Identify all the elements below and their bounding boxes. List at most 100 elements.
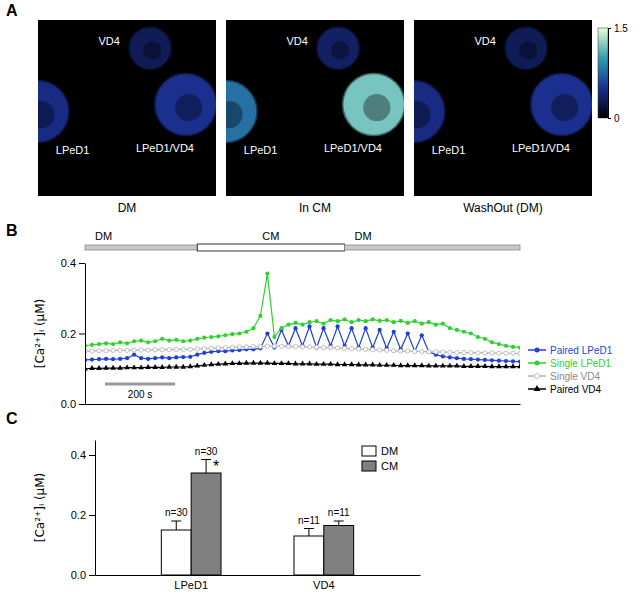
cell-label: VD4 — [475, 35, 496, 47]
cell-nucleus — [331, 41, 349, 59]
legend-entry: CM — [362, 460, 398, 472]
series-marker — [97, 342, 101, 346]
legend-entry: DM — [362, 445, 398, 457]
series-marker — [279, 360, 285, 365]
series-marker — [244, 345, 248, 349]
image-panel: VD4LPeD1LPeD1/VD4 — [384, 20, 592, 196]
series-marker — [265, 271, 269, 275]
series-marker — [483, 337, 487, 341]
series-marker — [483, 358, 487, 362]
series-marker — [300, 323, 304, 327]
series-marker — [462, 330, 466, 334]
image-panel: VD4LPeD1LPeD1/VD4 — [8, 20, 216, 196]
series-marker — [448, 326, 452, 330]
series-marker — [188, 338, 192, 342]
series-marker — [469, 357, 473, 361]
series-marker — [146, 357, 150, 361]
image-caption: In CM — [299, 201, 331, 215]
series-marker — [146, 340, 150, 344]
series-marker — [104, 357, 108, 361]
series-marker — [398, 362, 404, 367]
series-marker — [181, 347, 185, 351]
series-marker — [377, 362, 383, 367]
series-marker — [490, 351, 494, 355]
series-marker — [468, 363, 474, 368]
cell-label: LPeD1 — [432, 144, 466, 156]
series-marker — [483, 351, 487, 355]
bar — [191, 473, 221, 575]
condition-label: DM — [95, 230, 112, 242]
series-marker — [342, 361, 348, 366]
series-marker — [131, 364, 137, 369]
series-marker — [371, 317, 375, 321]
series-marker — [455, 328, 459, 332]
cell-label: VD4 — [287, 35, 308, 47]
series-marker — [510, 363, 516, 368]
series-marker — [504, 344, 508, 348]
series-marker — [497, 342, 501, 346]
series-marker — [117, 365, 123, 370]
series-marker — [111, 357, 115, 361]
series-marker — [272, 335, 276, 339]
condition-bar — [85, 245, 197, 250]
condition-bar — [197, 244, 344, 251]
series-marker — [202, 351, 206, 355]
series-marker — [476, 351, 480, 355]
tick: 0.2 — [71, 509, 95, 521]
series-marker — [441, 322, 445, 326]
legend-entry: Paired VD4 — [528, 384, 602, 395]
series-marker — [392, 320, 396, 324]
series-marker — [230, 332, 234, 336]
series-marker — [103, 365, 109, 370]
series-marker — [125, 348, 129, 352]
series-marker — [378, 348, 382, 352]
plot-area — [85, 271, 520, 370]
scale-bar — [105, 383, 175, 386]
condition-label: CM — [262, 230, 279, 242]
series-marker — [406, 349, 410, 353]
tick: 0 — [608, 113, 620, 124]
legend-label: Single VD4 — [550, 371, 600, 382]
series-marker — [511, 345, 515, 349]
series-marker — [518, 345, 520, 349]
series-marker — [307, 324, 311, 328]
colorbar-axis: 01.5 — [608, 23, 628, 124]
series-marker — [167, 338, 171, 342]
tick-mark — [608, 118, 611, 119]
cell-nucleus — [38, 101, 55, 128]
tick: VD4 — [313, 579, 334, 591]
cell-nucleus — [551, 94, 578, 121]
series-marker — [385, 318, 389, 322]
series-marker — [434, 350, 438, 354]
series-marker — [132, 353, 136, 357]
series-marker — [392, 330, 396, 334]
series-marker — [364, 326, 368, 330]
cells — [38, 28, 216, 142]
series-marker — [384, 362, 390, 367]
legend-label: CM — [381, 460, 398, 472]
series-marker — [215, 361, 221, 366]
series-marker — [321, 345, 325, 349]
series-marker — [476, 357, 480, 361]
colorbar-axis-line — [608, 29, 609, 119]
series-marker — [406, 321, 410, 325]
series-marker — [378, 319, 382, 323]
series-marker — [265, 344, 269, 348]
series-marker — [482, 363, 488, 368]
tick-label: LPeD1 — [174, 579, 208, 591]
series-marker — [174, 347, 178, 351]
legend-label: DM — [381, 445, 398, 457]
series-marker — [314, 345, 318, 349]
series-marker — [153, 356, 157, 360]
series-marker — [188, 355, 192, 359]
cell — [38, 81, 68, 142]
series-marker — [412, 362, 418, 367]
series-marker — [90, 357, 94, 361]
series-marker — [511, 359, 515, 363]
series-marker — [405, 362, 411, 367]
series-marker — [392, 349, 396, 353]
series-marker — [244, 330, 248, 334]
legend: Paired LPeD1Single LPeD1Single VD4Paired… — [528, 345, 613, 395]
tick-label: 0.0 — [61, 398, 76, 410]
series-marker — [258, 314, 262, 318]
